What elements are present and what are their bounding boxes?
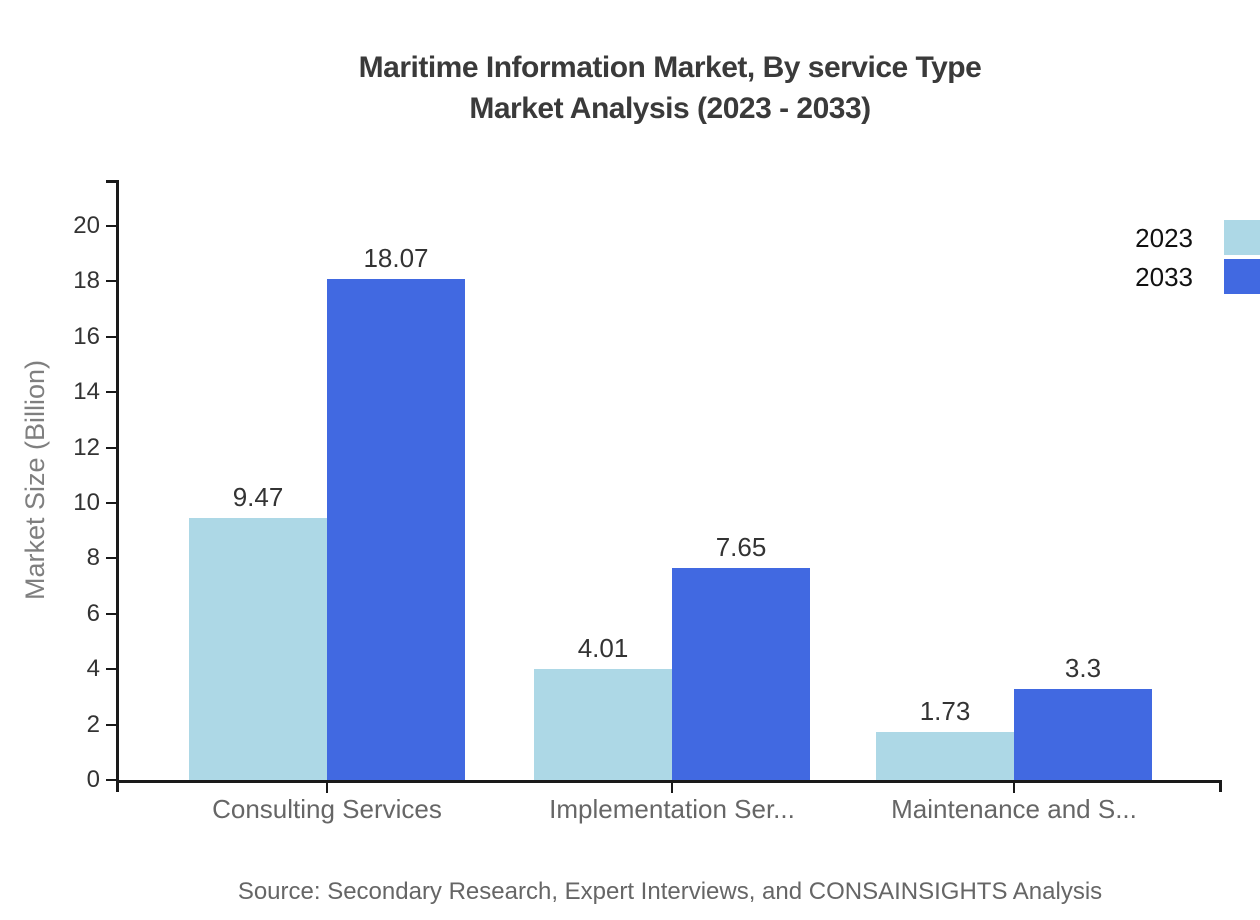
y-axis-tick — [106, 391, 116, 394]
x-axis-tick — [1013, 783, 1015, 793]
category-label: Implementation Ser... — [549, 794, 795, 824]
y-axis-tick — [106, 723, 116, 726]
x-axis-line — [116, 780, 1222, 783]
y-axis-tick-label: 18 — [73, 267, 100, 295]
y-axis-tick — [106, 502, 116, 504]
y-axis-tick-label: 10 — [73, 489, 100, 516]
y-axis-tick-label: 0 — [86, 766, 100, 793]
y-axis-title: Market Size (Billion) — [20, 359, 50, 601]
y-axis-tick — [106, 779, 116, 781]
category-label: Maintenance and S... — [891, 794, 1137, 824]
legend-swatch-2033 — [1224, 259, 1260, 294]
y-axis-tick-label: 12 — [73, 433, 100, 461]
y-axis-tick-label: 14 — [73, 378, 100, 406]
bar-value-label: 3.3 — [1064, 652, 1102, 683]
y-axis-tick — [106, 668, 116, 671]
x-axis-right-cap — [1219, 783, 1222, 792]
y-axis-tick-label: 4 — [86, 655, 100, 683]
y-axis-tick — [106, 335, 116, 338]
x-axis-tick — [671, 783, 673, 793]
chart-title: Maritime Information Market, By service … — [80, 47, 1260, 129]
y-axis-line — [116, 180, 119, 792]
y-axis-tick — [106, 446, 116, 449]
y-axis-tick-label: 2 — [86, 710, 100, 738]
bar-value-label: 9.47 — [232, 481, 284, 512]
y-axis-tick-label: 16 — [73, 322, 100, 350]
bar-2033 — [327, 279, 465, 780]
bar-2023 — [876, 732, 1014, 780]
y-axis-tick-label: 8 — [86, 544, 100, 572]
bar-value-label: 18.07 — [363, 243, 429, 274]
legend-label-2033: 2033 — [1135, 262, 1193, 292]
category-label: Consulting Services — [212, 794, 442, 824]
y-axis-tick — [106, 557, 116, 560]
bar-value-label: 7.65 — [715, 532, 767, 563]
bar-2023 — [534, 668, 672, 780]
bar-value-label: 1.73 — [919, 696, 971, 727]
y-axis-top-cap — [106, 180, 116, 183]
y-axis-tick-label: 20 — [73, 212, 100, 239]
source-note: Source: Secondary Research, Expert Inter… — [237, 878, 1103, 905]
bar-2033 — [672, 568, 810, 780]
chart-title-line1: Maritime Information Market, By service … — [358, 51, 982, 84]
bar-2033 — [1014, 688, 1152, 780]
y-axis-tick — [106, 225, 116, 227]
bar-2023 — [189, 517, 327, 780]
y-axis-tick-label: 6 — [86, 599, 100, 627]
y-axis-tick — [106, 280, 116, 283]
legend-swatch-2023 — [1224, 220, 1260, 255]
y-axis-tick — [106, 612, 116, 615]
bar-value-label: 4.01 — [577, 632, 629, 663]
chart-title-line2: Market Analysis (2023 - 2033) — [469, 92, 871, 125]
x-axis-tick — [326, 783, 328, 793]
legend-label-2023: 2023 — [1135, 223, 1193, 253]
